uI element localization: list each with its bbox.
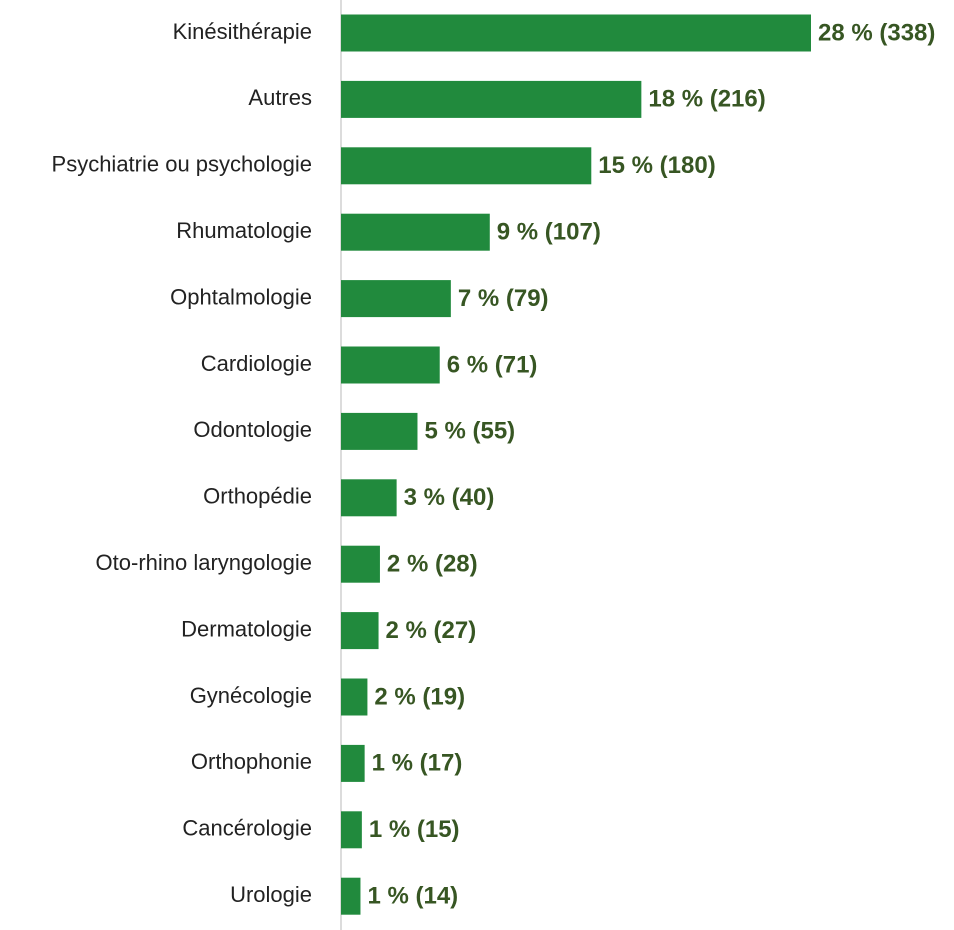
value-label: 15 % (180) [598, 152, 715, 179]
category-label: Cardiologie [201, 351, 312, 376]
bar [341, 80, 642, 118]
category-label: Kinésithérapie [173, 19, 312, 44]
value-label: 1 % (17) [372, 750, 463, 777]
bar [341, 678, 368, 716]
category-label: Autres [248, 85, 312, 110]
bar [341, 14, 811, 52]
value-label: 1 % (14) [367, 883, 458, 910]
bar [341, 280, 451, 318]
category-label: Gynécologie [190, 683, 312, 708]
category-label: Cancérologie [182, 816, 312, 841]
value-label: 5 % (55) [424, 418, 515, 445]
value-label: 1 % (15) [369, 816, 460, 843]
value-label: 18 % (216) [648, 86, 765, 113]
category-label: Rhumatologie [176, 218, 312, 243]
category-label: Orthopédie [203, 484, 312, 509]
bar [341, 213, 490, 251]
value-label: 2 % (19) [374, 683, 465, 710]
bar [341, 346, 440, 384]
bar [341, 545, 380, 583]
category-label: Orthophonie [191, 749, 312, 774]
bar [341, 744, 365, 782]
bar [341, 811, 362, 849]
category-label: Odontologie [193, 417, 312, 442]
value-label: 2 % (27) [386, 617, 477, 644]
value-label: 9 % (107) [497, 219, 601, 246]
category-label: Psychiatrie ou psychologie [52, 152, 312, 177]
category-label: Dermatologie [181, 616, 312, 641]
category-label: Ophtalmologie [170, 284, 312, 309]
bar [341, 479, 397, 517]
value-label: 2 % (28) [387, 551, 478, 578]
category-label: Urologie [230, 882, 312, 907]
value-label: 7 % (79) [458, 285, 549, 312]
category-label: Oto-rhino laryngologie [96, 550, 312, 575]
value-label: 3 % (40) [404, 484, 495, 511]
bar [341, 412, 418, 450]
bar [341, 147, 592, 185]
bar [341, 612, 379, 650]
value-label: 6 % (71) [447, 351, 538, 378]
value-label: 28 % (338) [818, 19, 935, 46]
bar [341, 877, 361, 915]
